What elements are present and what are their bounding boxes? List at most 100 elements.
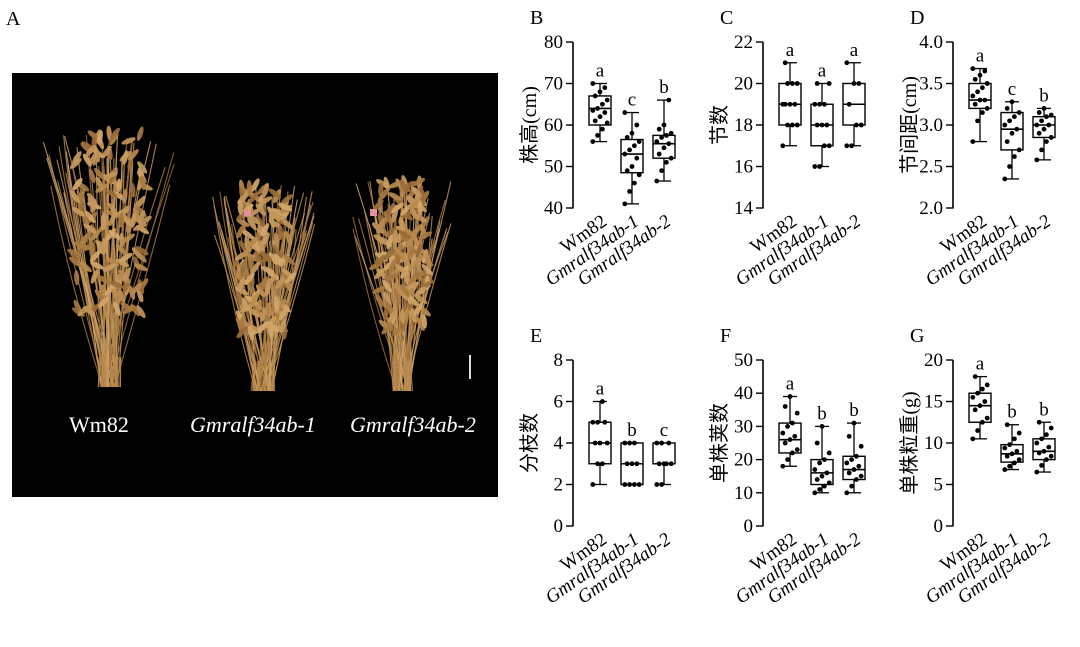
- pod: [385, 301, 395, 315]
- data-point: [975, 89, 980, 95]
- pod: [130, 303, 141, 317]
- data-point: [785, 81, 790, 86]
- pod: [122, 233, 135, 243]
- y-axis-label: 节数: [708, 105, 731, 145]
- data-point: [817, 487, 822, 492]
- data-point: [629, 461, 635, 467]
- pod: [69, 158, 82, 169]
- data-point: [668, 130, 674, 136]
- data-point: [1016, 110, 1022, 115]
- pod: [248, 191, 260, 204]
- pod: [76, 242, 91, 251]
- data-point: [636, 139, 642, 145]
- data-point: [785, 122, 790, 128]
- pod: [376, 254, 386, 268]
- stem: [244, 239, 260, 392]
- pod: [410, 308, 417, 323]
- pod: [391, 202, 404, 213]
- pod: [109, 127, 120, 141]
- data-point: [1041, 106, 1047, 111]
- y-axis-label: 株高(cm): [518, 86, 541, 164]
- box-3: [842, 420, 866, 496]
- data-point: [654, 139, 660, 145]
- significance-letter: a: [850, 40, 859, 61]
- y-tick-label: 2: [554, 475, 564, 496]
- y-tick-label: 6: [554, 392, 564, 413]
- y-tick-label: 30: [734, 416, 753, 437]
- significance-letter: a: [786, 374, 795, 395]
- data-point: [824, 470, 830, 476]
- data-point: [970, 66, 976, 71]
- stem: [352, 228, 398, 392]
- data-point: [1036, 130, 1042, 136]
- data-point: [1039, 147, 1044, 153]
- data-point: [984, 415, 990, 421]
- y-axis-label: 单株荚数: [708, 403, 731, 483]
- pod: [400, 284, 410, 298]
- root-strand: [409, 360, 414, 392]
- stem: [109, 159, 118, 388]
- box-1: [778, 394, 802, 469]
- data-point: [629, 164, 635, 169]
- plants-illustration: [42, 125, 471, 392]
- data-point: [1002, 122, 1008, 128]
- y-tick-label: 4.0: [919, 32, 943, 53]
- data-point: [1004, 106, 1010, 111]
- data-point: [622, 110, 628, 115]
- pod: [418, 305, 431, 317]
- data-point: [812, 490, 818, 496]
- pod: [387, 192, 402, 201]
- data-point: [858, 473, 864, 479]
- chart-b-plant-height: B4050607080株高(cm)aWm82cGmralf34ab-1bGmra…: [518, 7, 676, 290]
- pod: [236, 224, 245, 239]
- pod: [409, 199, 422, 210]
- data-point: [849, 143, 854, 149]
- data-point: [785, 457, 790, 462]
- data-point: [787, 101, 793, 107]
- root-strand: [404, 360, 408, 392]
- pod: [277, 225, 283, 241]
- data-point: [972, 101, 978, 107]
- data-point: [634, 155, 640, 161]
- root-strand: [266, 360, 271, 392]
- data-point: [970, 139, 976, 145]
- data-point: [814, 477, 820, 482]
- data-point: [782, 440, 788, 446]
- y-tick-label: 14: [734, 198, 754, 219]
- data-point: [851, 420, 857, 426]
- data-point: [590, 139, 596, 145]
- pod: [274, 277, 285, 290]
- pod: [244, 272, 255, 285]
- pod: [399, 309, 406, 325]
- pod: [132, 222, 147, 231]
- data-point: [1046, 444, 1052, 450]
- data-point: [826, 143, 832, 149]
- pod: [85, 144, 97, 157]
- root-strand: [97, 356, 102, 388]
- pod: [268, 321, 280, 333]
- iqr-box: [588, 95, 612, 126]
- pod: [68, 249, 80, 262]
- pod: [250, 292, 259, 306]
- data-point: [656, 461, 662, 467]
- data-point: [854, 453, 859, 459]
- panel-letter-a: A: [6, 8, 21, 30]
- pod: [266, 302, 272, 318]
- data-point: [975, 428, 980, 433]
- data-point: [627, 189, 632, 194]
- significance-letter: b: [1039, 399, 1049, 420]
- pod: [372, 285, 387, 294]
- y-tick-label: 10: [924, 433, 943, 454]
- pod: [121, 188, 128, 204]
- significance-letter: b: [627, 420, 637, 441]
- data-point: [636, 172, 642, 178]
- stem: [101, 163, 175, 388]
- data-point: [1044, 139, 1049, 145]
- significance-letter: a: [786, 40, 795, 61]
- data-point: [982, 68, 988, 74]
- data-point: [1004, 453, 1010, 459]
- y-tick-label: 4: [554, 433, 564, 454]
- pod: [250, 261, 261, 275]
- chart-f-pods-per-plant: F01020304050单株荚数aWm82bGmralf34ab-1bGmral…: [708, 325, 866, 608]
- pod: [240, 247, 253, 258]
